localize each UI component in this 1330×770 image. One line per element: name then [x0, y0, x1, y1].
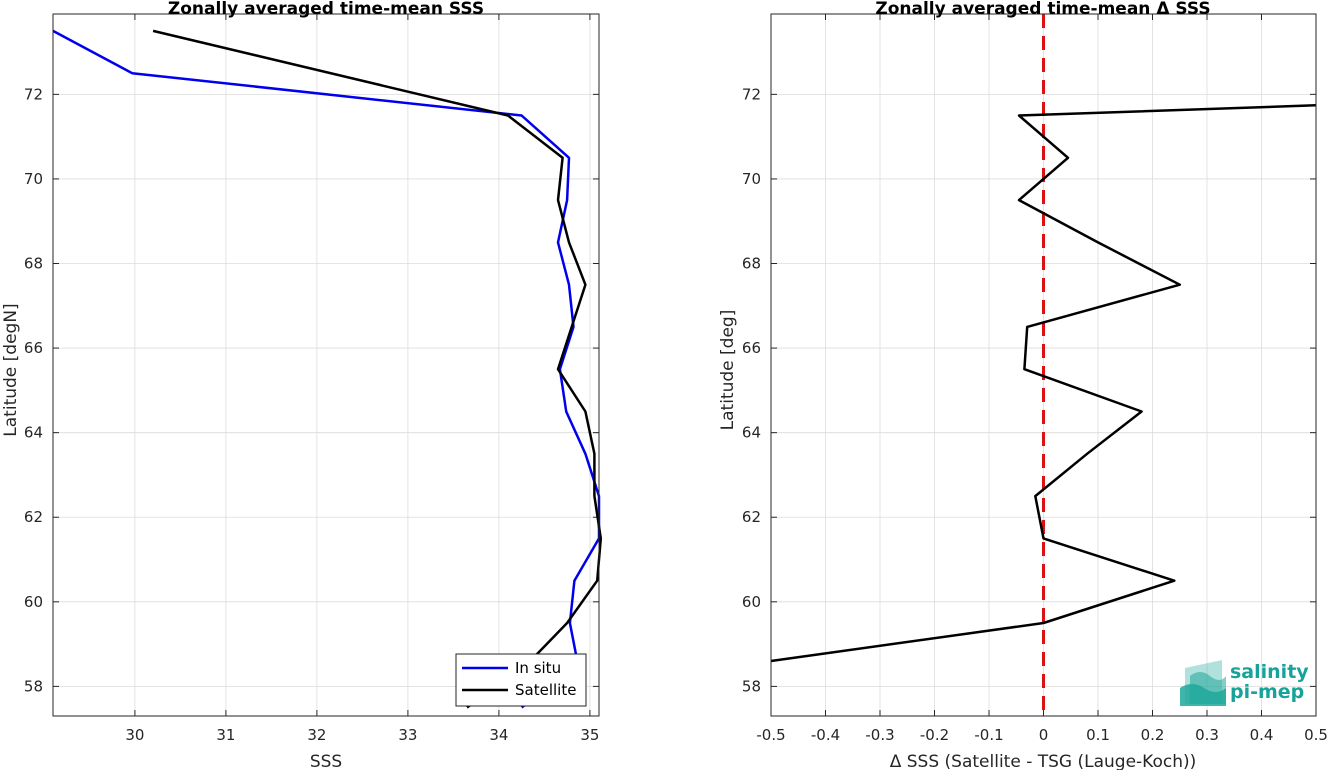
series-line-in-situ — [52, 29, 601, 709]
x-tick-label: 0.2 — [1141, 726, 1165, 744]
legend-label-satellite: Satellite — [515, 681, 576, 699]
right-chart: -0.5 -0.4 -0.3 -0.2 -0.1 0 0.1 0.2 0.3 0.4 0.5 58 60… — [718, 0, 1328, 770]
x-tick-label: -0.4 — [811, 726, 840, 744]
x-tick-label: 31 — [216, 726, 235, 744]
left-plot-frame — [52, 13, 600, 717]
x-tick-label: 33 — [398, 726, 417, 744]
left-y-axis-label: Latitude [degN] — [1, 303, 21, 436]
x-tick-label: 35 — [580, 726, 599, 744]
left-x-axis-label: SSS — [310, 752, 342, 770]
left-ticks: 30 31 32 33 34 35 58 60 62 64 66 68 70 72 — [24, 14, 599, 744]
y-tick-label: 72 — [24, 85, 43, 103]
y-tick-label: 58 — [742, 677, 761, 695]
x-tick-label: 0.4 — [1250, 726, 1274, 744]
logo-wave-mark — [1180, 660, 1226, 706]
logo-wave-front — [1180, 684, 1226, 706]
logo-text-pi-mep: pi-mep — [1230, 681, 1304, 703]
y-tick-label: 72 — [742, 85, 761, 103]
left-chart: 30 31 32 33 34 35 58 60 62 64 66 68 70 72 Zonally ave… — [1, 0, 603, 770]
x-tick-label: 0 — [1039, 726, 1049, 744]
left-series-lines — [52, 29, 603, 709]
legend-box — [455, 653, 587, 707]
y-tick-label: 64 — [24, 424, 43, 442]
y-tick-label: 66 — [24, 339, 43, 357]
left-plot-area — [52, 13, 600, 717]
right-plot-frame — [770, 13, 1317, 717]
x-tick-label: 0.1 — [1086, 726, 1110, 744]
y-tick-label: 68 — [742, 255, 761, 273]
legend-label-in-situ: In situ — [515, 659, 561, 677]
y-tick-label: 70 — [742, 170, 761, 188]
x-tick-label: 34 — [489, 726, 508, 744]
y-tick-label: 70 — [24, 170, 43, 188]
y-tick-label: 58 — [24, 677, 43, 695]
x-tick-label: 0.3 — [1195, 726, 1219, 744]
left-chart-title: Zonally averaged time-mean SSS — [168, 0, 484, 19]
y-tick-label: 64 — [742, 424, 761, 442]
logo-text-salinity: salinity — [1230, 661, 1309, 683]
x-tick-label: 30 — [125, 726, 144, 744]
right-x-axis-label: Δ SSS (Satellite - TSG (Lauge-Koch)) — [890, 752, 1197, 770]
legend: In situ Satellite — [455, 653, 587, 707]
y-tick-label: 60 — [742, 593, 761, 611]
y-tick-label: 62 — [742, 508, 761, 526]
series-line-satellite — [152, 29, 603, 709]
y-tick-label: 66 — [742, 339, 761, 357]
y-tick-label: 62 — [24, 508, 43, 526]
y-tick-label: 60 — [24, 593, 43, 611]
right-y-axis-label: Latitude [deg] — [718, 310, 738, 431]
x-tick-label: 0.5 — [1304, 726, 1328, 744]
x-tick-label: -0.1 — [974, 726, 1003, 744]
y-tick-label: 68 — [24, 255, 43, 273]
salinity-pi-mep-logo: salinity pi-mep — [1180, 660, 1309, 706]
x-tick-label: -0.5 — [756, 726, 785, 744]
right-chart-title: Zonally averaged time-mean Δ SSS — [875, 0, 1210, 19]
x-tick-label: 32 — [307, 726, 326, 744]
right-ticks: -0.5 -0.4 -0.3 -0.2 -0.1 0 0.1 0.2 0.3 0.4 0.5 58 60… — [742, 14, 1328, 744]
right-series-lines — [770, 14, 1317, 716]
series-line-delta-sss — [770, 104, 1317, 663]
x-tick-label: -0.3 — [865, 726, 894, 744]
x-tick-label: -0.2 — [920, 726, 949, 744]
